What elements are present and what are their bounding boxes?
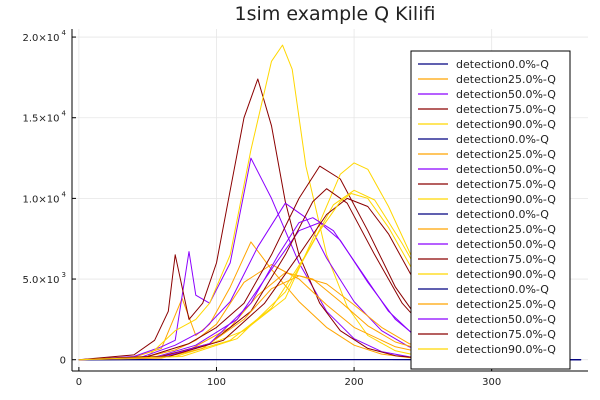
legend-label-15: detection0.0%-Q [456, 283, 549, 296]
legend-label-2: detection50.0%-Q [456, 88, 556, 101]
legend-label-6: detection25.0%-Q [456, 148, 556, 161]
y-tick-mantissa-0: 0 [60, 356, 66, 367]
y-tick-exponent-2: 4 [62, 190, 67, 198]
y-tick-exponent-4: 4 [62, 29, 67, 37]
legend-label-16: detection25.0%-Q [456, 298, 556, 311]
legend-label-3: detection75.0%-Q [456, 103, 556, 116]
y-tick-exponent-3: 4 [62, 110, 67, 118]
legend: detection0.0%-Q detection25.0%-Q detection… [410, 50, 571, 370]
x-tick-label-2: 200 [345, 377, 364, 388]
y-tick-mantissa-4: 2.0×10 [23, 33, 60, 44]
legend-label-4: detection90.0%-Q [456, 118, 556, 131]
legend-label-10: detection0.0%-Q [456, 208, 549, 221]
legend-label-17: detection50.0%-Q [456, 313, 556, 326]
series-line-3 [78, 78, 492, 361]
legend-label-14: detection90.0%-Q [456, 268, 556, 281]
legend-label-13: detection75.0%-Q [456, 253, 556, 266]
legend-label-9: detection90.0%-Q [456, 193, 556, 206]
y-tick-label-3: 1.5×10 4 [23, 110, 67, 125]
x-tick-label-1: 100 [207, 377, 226, 388]
y-tick-label-2: 1.0×10 4 [23, 190, 67, 205]
y-tick-label-4: 2.0×10 4 [23, 29, 67, 44]
y-tick-mantissa-2: 1.0×10 [23, 194, 60, 205]
series-line-4 [78, 44, 492, 361]
x-tick-label-3: 300 [482, 377, 501, 388]
legend-label-8: detection75.0%-Q [456, 178, 556, 191]
y-tick-label-1: 5.0×10 3 [23, 271, 66, 286]
y-tick-exponent-1: 3 [62, 271, 66, 279]
axes [71, 29, 588, 372]
legend-label-1: detection25.0%-Q [456, 73, 556, 86]
chart-title: 1sim example Q Kilifi [235, 3, 436, 25]
x-tick-label-0: 0 [76, 377, 82, 388]
legend-label-5: detection0.0%-Q [456, 133, 549, 146]
y-tick-mantissa-3: 1.5×10 [23, 114, 60, 125]
legend-label-11: detection25.0%-Q [456, 223, 556, 236]
legend-label-18: detection75.0%-Q [456, 328, 556, 341]
y-tick-label-0: 0 [60, 356, 66, 367]
legend-box [410, 50, 571, 370]
legend-label-0: detection0.0%-Q [456, 58, 549, 71]
legend-label-12: detection50.0%-Q [456, 238, 556, 251]
y-axis-ticks: 05.0×10 31.0×10 41.5×10 42.0×10 4 [23, 29, 76, 367]
legend-label-7: detection50.0%-Q [456, 163, 556, 176]
legend-label-19: detection90.0%-Q [456, 343, 556, 356]
y-tick-mantissa-1: 5.0×10 [23, 275, 60, 286]
